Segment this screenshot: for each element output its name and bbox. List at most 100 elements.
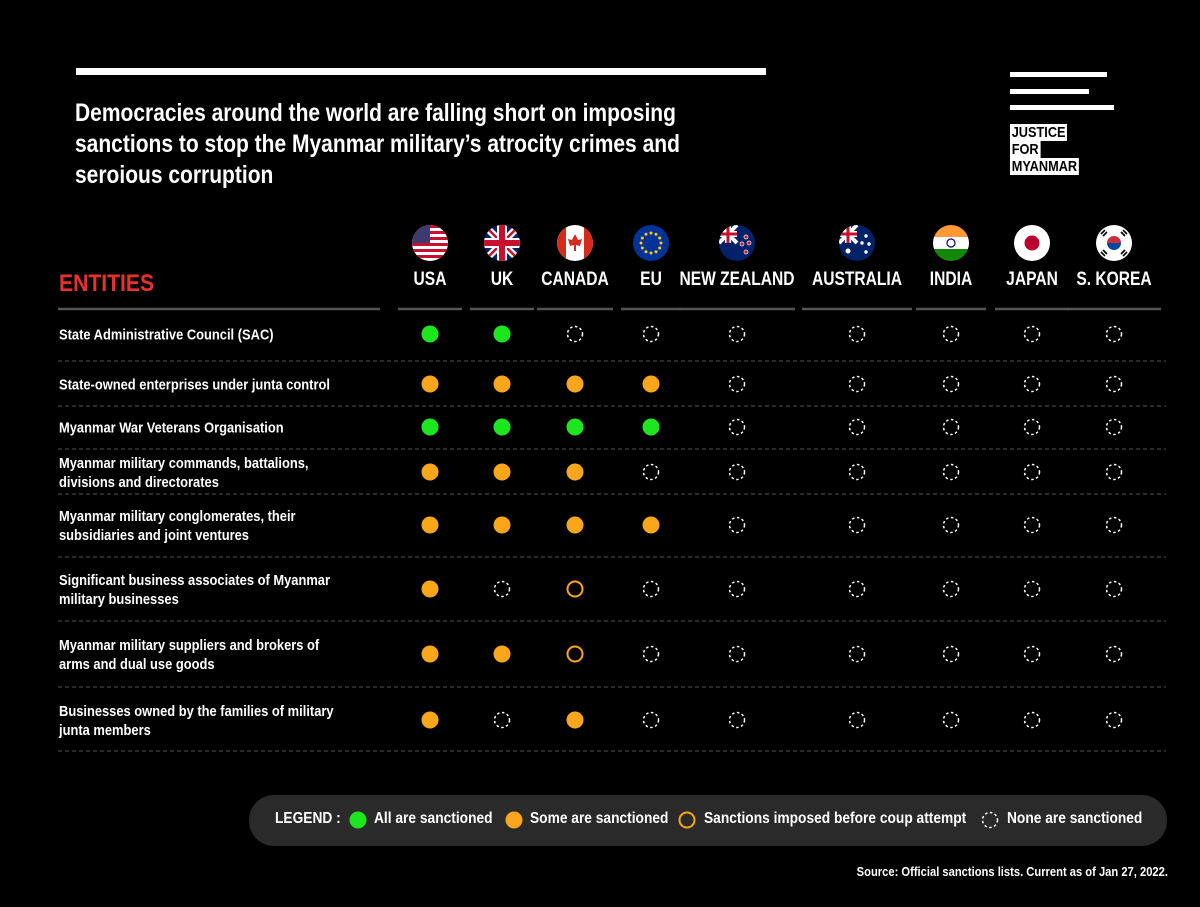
status-none: [848, 418, 866, 436]
status-none: [1105, 516, 1123, 534]
status-none: [848, 580, 866, 598]
entity-label: State Administrative Council (SAC): [59, 326, 274, 344]
entity-label: Myanmar military suppliers and brokers o…: [59, 637, 320, 673]
status-none: [942, 580, 960, 598]
column-header: AUSTRALIA: [811, 269, 903, 290]
status-some: [493, 645, 511, 663]
top-bar: [76, 68, 766, 75]
status-some: [493, 516, 511, 534]
column-header: CANADA: [541, 269, 609, 290]
status-some: [421, 516, 439, 534]
status-some: [642, 375, 660, 393]
status-some: [566, 375, 584, 393]
entity-label: Myanmar military commands, battalions, d…: [59, 455, 309, 491]
legend-item: None are sanctioned: [1007, 810, 1143, 827]
logo-text: FOR: [1010, 141, 1090, 158]
flag-south-korea: [1096, 225, 1132, 261]
status-none: [848, 463, 866, 481]
status-none: [493, 711, 511, 729]
status-some: [566, 463, 584, 481]
status-some: [493, 375, 511, 393]
entity-label: Significant business associates of Myanm…: [59, 572, 330, 608]
source: Source: Official sanctions lists. Curren…: [856, 864, 1168, 879]
status-some: [421, 645, 439, 663]
status-all: [421, 325, 439, 343]
entity-label: Businesses owned by the families of mili…: [59, 703, 334, 739]
status-none: [1023, 711, 1041, 729]
flag-usa: [412, 225, 448, 261]
entity-label: Myanmar War Veterans Organisation: [59, 419, 284, 437]
status-none: [728, 418, 746, 436]
status-all: [642, 418, 660, 436]
status-none: [1023, 418, 1041, 436]
status-none: [728, 711, 746, 729]
column-header: S. KOREA: [1076, 269, 1152, 290]
status-some: [566, 516, 584, 534]
status-none: [1105, 580, 1123, 598]
status-none: [848, 325, 866, 343]
status-some: [642, 516, 660, 534]
logo-word: MYANMAR: [1010, 158, 1079, 175]
status-none: [942, 711, 960, 729]
status-none: [848, 516, 866, 534]
status-all: [493, 325, 511, 343]
status-none: [848, 711, 866, 729]
status-none: [942, 325, 960, 343]
legend-item: Some are sanctioned: [530, 810, 669, 827]
logo-bar: [1010, 72, 1107, 77]
flag-india: [933, 225, 969, 261]
status-none: [1105, 418, 1123, 436]
status-all: [421, 418, 439, 436]
logo-text: MYANMAR: [1010, 158, 1090, 175]
status-some: [421, 463, 439, 481]
status-none: [728, 325, 746, 343]
status-none: [848, 375, 866, 393]
legend-item: All are sanctioned: [374, 810, 493, 827]
status-some: [421, 711, 439, 729]
status-none: [642, 463, 660, 481]
status-pre-coup: [678, 811, 696, 829]
status-none: [1023, 516, 1041, 534]
column-header: EU: [640, 269, 662, 290]
logo-bar: [1010, 105, 1114, 110]
legend-label: LEGEND :: [275, 810, 341, 827]
logo-text: JUSTICE: [1010, 124, 1090, 141]
entity-label: State-owned enterprises under junta cont…: [59, 376, 330, 394]
status-none: [1105, 645, 1123, 663]
status-none: [728, 580, 746, 598]
flag-eu: [633, 225, 669, 261]
logo-word: JUSTICE: [1010, 124, 1068, 141]
column-header: USA: [413, 269, 447, 290]
status-none: [728, 645, 746, 663]
column-header: UK: [490, 269, 514, 290]
status-some: [566, 711, 584, 729]
row-header: ENTITIES: [59, 270, 155, 297]
status-all: [493, 418, 511, 436]
status-some: [421, 580, 439, 598]
status-none: [1023, 325, 1041, 343]
status-none: [642, 325, 660, 343]
status-none: [1105, 375, 1123, 393]
flag-japan: [1014, 225, 1050, 261]
status-none: [1105, 463, 1123, 481]
flag-new-zealand: [719, 225, 755, 261]
status-none: [1023, 463, 1041, 481]
status-none: [728, 375, 746, 393]
legend-item: Sanctions imposed before coup attempt: [704, 810, 967, 827]
column-header: NEW ZEALAND: [679, 269, 795, 290]
flag-australia: [839, 225, 875, 261]
status-none: [493, 580, 511, 598]
status-none: [942, 463, 960, 481]
status-none: [1105, 325, 1123, 343]
status-none: [942, 375, 960, 393]
status-none: [642, 711, 660, 729]
status-none: [942, 516, 960, 534]
status-some: [421, 375, 439, 393]
status-none: [566, 325, 584, 343]
logo-bar: [1010, 89, 1089, 94]
entity-label: Myanmar military conglomerates, their su…: [59, 508, 296, 544]
status-some: [493, 463, 511, 481]
status-all: [349, 811, 367, 829]
